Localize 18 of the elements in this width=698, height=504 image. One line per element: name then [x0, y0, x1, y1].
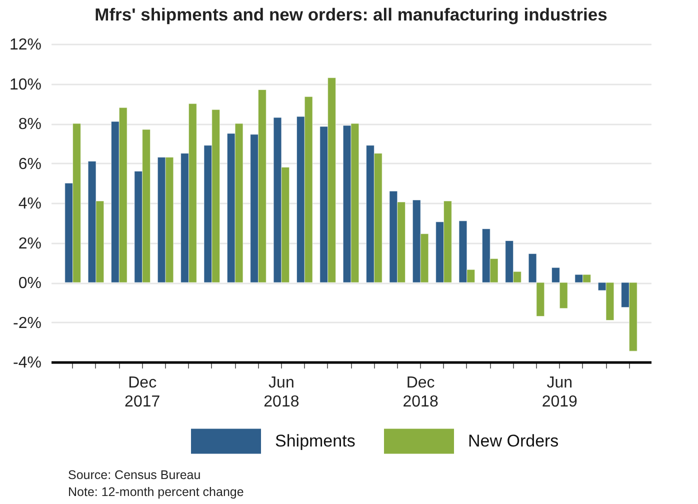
legend-label: Shipments [275, 431, 356, 450]
y-tick-label: 4% [18, 196, 42, 212]
y-tick-label: 0% [18, 275, 42, 292]
y-tick-label: -4% [13, 354, 42, 372]
source-note: Source: Census Bureau [68, 467, 202, 484]
y-tick-label: 6% [18, 156, 42, 173]
y-tick-label: 12% [9, 36, 42, 54]
y-tick-label: 2% [18, 235, 42, 252]
x-tick-label: Jun 2019 [542, 374, 578, 410]
y-tick-label: 8% [18, 116, 42, 133]
y-tick-label: -2% [13, 314, 42, 332]
x-tick-label: Jun 2018 [264, 374, 300, 410]
legend-label: New Orders [468, 431, 559, 450]
text: Note: 12-month percent change [68, 484, 244, 501]
x-tick-label: Dec 2018 [402, 374, 438, 410]
chart-title: Mfrs' shipments and new orders: all manufacturing industries [94, 4, 608, 24]
y-tick-label: 10% [9, 76, 42, 94]
x-tick-label: Dec 2017 [124, 374, 160, 410]
